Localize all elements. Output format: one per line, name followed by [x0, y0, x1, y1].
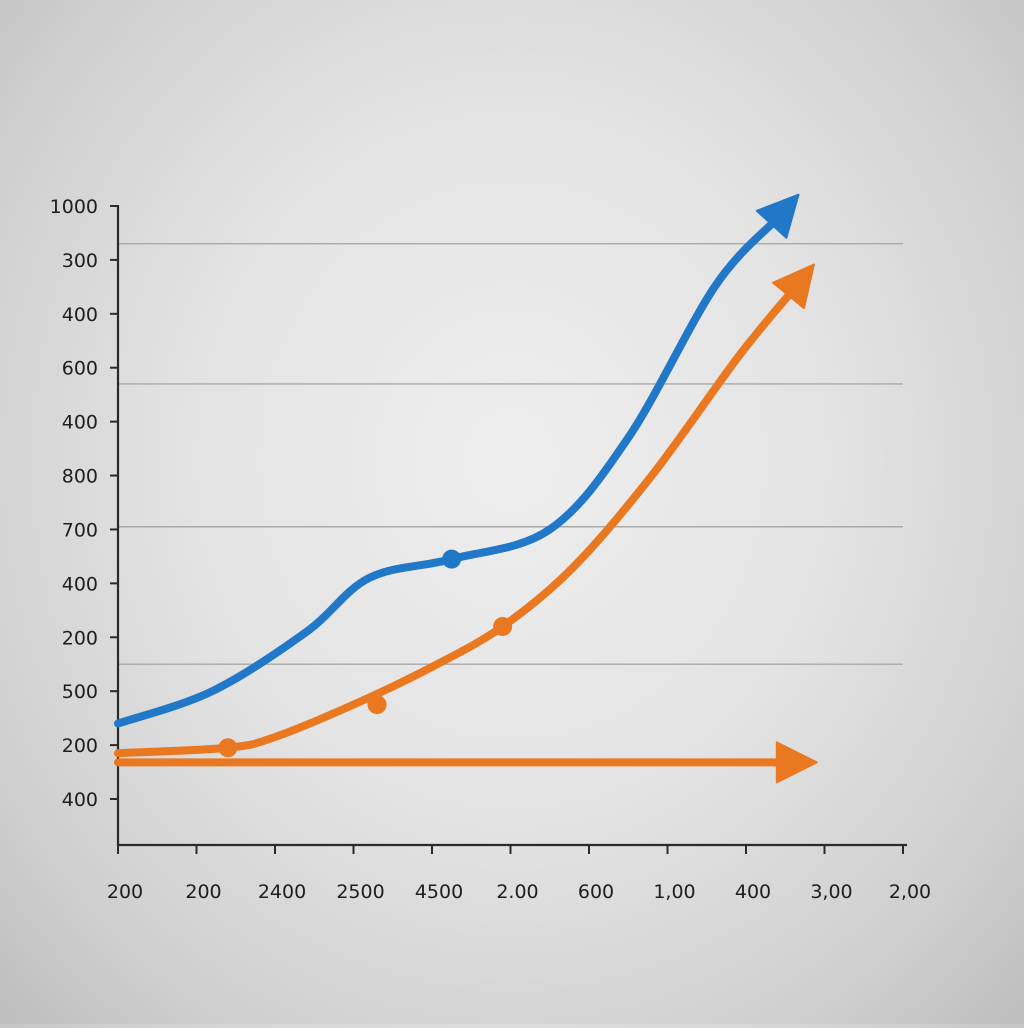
x-tick-label: 200 [107, 881, 143, 903]
x-tick-label: 200 [185, 881, 221, 903]
series-arrowhead-2 [772, 263, 815, 310]
y-tick-label: 700 [62, 519, 98, 541]
y-tick-label: 400 [62, 304, 98, 326]
y-tick-label: 200 [62, 627, 98, 649]
x-tick-label: 3,00 [810, 881, 852, 903]
series-arrowhead-3 [775, 741, 818, 784]
y-tick-label: 800 [62, 466, 98, 488]
series-lines [114, 193, 818, 784]
x-tick-label: 400 [735, 881, 771, 903]
series-2-point-3 [493, 616, 513, 636]
x-tick-label: 1,00 [653, 881, 695, 903]
y-tick-label: 500 [62, 681, 98, 703]
series-line-1 [114, 217, 779, 728]
axes [110, 205, 907, 854]
y-tick-label: 400 [62, 789, 98, 811]
y-tick-label: 400 [62, 412, 98, 434]
x-tick-label: 2.00 [496, 881, 538, 903]
series-line-2 [114, 288, 796, 758]
series-2-point-1 [218, 738, 238, 758]
x-tick-label: 600 [578, 881, 614, 903]
y-tick-label: 300 [62, 250, 98, 272]
x-tick-label: 2500 [336, 881, 384, 903]
tick-labels: 1000 300 400 600 400 800 700 400 200 500 200 400 200… [50, 196, 932, 903]
x-tick-label: 2,00 [889, 881, 931, 903]
y-tick-label: 200 [62, 735, 98, 757]
x-tick-label: 4500 [415, 881, 463, 903]
series-1-point-1 [442, 549, 462, 569]
series-arrowhead-1 [755, 193, 800, 239]
y-tick-label: 600 [62, 358, 98, 380]
y-tick-label: 400 [62, 573, 98, 595]
series-2-point-2 [367, 695, 387, 715]
gridlines [118, 243, 903, 665]
y-tick-label: 1000 [50, 196, 98, 218]
x-tick-label: 2400 [258, 881, 306, 903]
